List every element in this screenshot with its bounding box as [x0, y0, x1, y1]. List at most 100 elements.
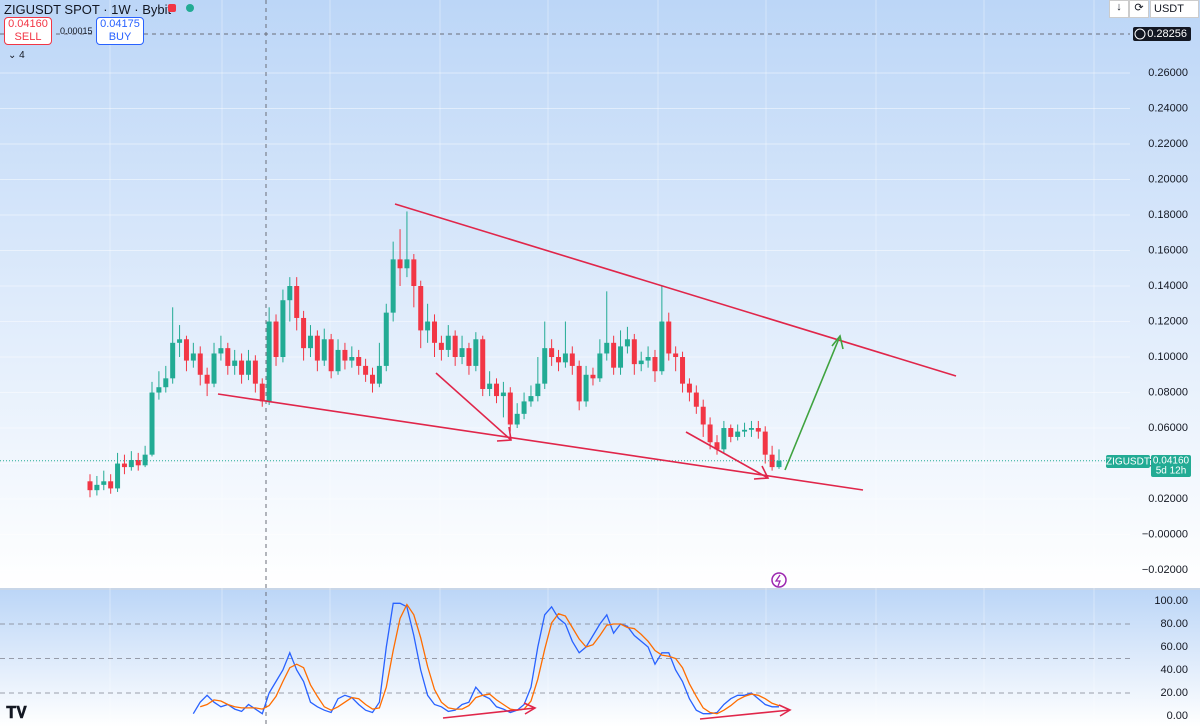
marks — [0, 211, 1130, 715]
y-tick-label: 0.22000 — [1148, 138, 1188, 150]
refresh-button[interactable]: ⟳ — [1129, 0, 1149, 18]
candle-body — [411, 259, 417, 287]
candle-body — [376, 365, 382, 384]
stoch-line — [192, 602, 779, 715]
countdown: 5d 12h — [1156, 466, 1187, 477]
candle-body — [748, 428, 754, 430]
crosshair-plus[interactable] — [1134, 28, 1146, 40]
status-flag — [168, 4, 176, 12]
candle-body — [301, 317, 307, 349]
y-tick-label: 0.14000 — [1148, 280, 1188, 292]
candle-body — [445, 335, 451, 350]
y-tick-label: 0.08000 — [1148, 386, 1188, 398]
candle-body — [425, 321, 431, 331]
candle-body — [680, 357, 686, 384]
y-tick-label: 0.16000 — [1148, 244, 1188, 256]
arrow-head — [523, 702, 537, 715]
y-tick-label: 80.00 — [1160, 618, 1188, 630]
last-price-tag — [1151, 455, 1191, 477]
candle-body — [480, 339, 486, 389]
status-dot — [186, 4, 194, 12]
candle-body — [273, 321, 279, 358]
candle-body — [652, 357, 658, 372]
candle-body — [438, 342, 444, 350]
symbol-tag-bg — [1106, 455, 1150, 468]
candle-body — [397, 259, 403, 269]
candle-body — [459, 348, 465, 358]
candle-body — [163, 378, 169, 388]
candle-body — [742, 429, 748, 432]
y-tick-label: 0.10000 — [1148, 351, 1188, 363]
y-tick-label: −0.02000 — [1142, 564, 1188, 576]
y-tick-label: 0.00 — [1167, 710, 1188, 722]
y-tick-label: −0.00000 — [1142, 528, 1188, 540]
candle-body — [266, 321, 272, 402]
candle-body — [735, 431, 741, 437]
symbol-tag: ZIGUSDT — [1106, 457, 1150, 468]
candle-body — [556, 357, 562, 363]
arrow — [784, 335, 841, 471]
buy-label: BUY — [108, 31, 132, 43]
candle-body — [535, 383, 541, 397]
annotations — [217, 203, 957, 720]
crosshair-price-tag — [1133, 27, 1191, 41]
candle-body — [259, 383, 265, 402]
candle-body — [569, 353, 575, 366]
currency-select[interactable]: USDT — [1150, 0, 1199, 18]
event-icon[interactable] — [771, 572, 787, 588]
candle-body — [762, 431, 768, 455]
candle-body — [514, 413, 520, 425]
y-tick-label: 40.00 — [1160, 664, 1188, 676]
candle-body — [624, 339, 630, 347]
candle-body — [494, 383, 500, 397]
candle-body — [149, 392, 155, 455]
y-tick-label: 0.18000 — [1148, 209, 1188, 221]
candle-body — [404, 259, 410, 269]
candle-body — [190, 353, 196, 361]
buy-button[interactable]: 0.04175 BUY — [96, 17, 144, 45]
sell-price: 0.04160 — [8, 18, 48, 30]
arrow — [435, 372, 512, 441]
y-tick-label: 20.00 — [1160, 687, 1188, 699]
candle-body — [356, 357, 362, 366]
lower-trendline — [217, 393, 864, 491]
candle-body — [342, 349, 348, 361]
candle-body — [521, 401, 527, 414]
arrow — [685, 431, 769, 479]
y-tick-label: 0.26000 — [1148, 67, 1188, 79]
candle-body — [618, 346, 624, 368]
title: ZIGUSDT SPOT · 1W · Bybit — [4, 2, 172, 17]
y-tick-label: 60.00 — [1160, 641, 1188, 653]
candle-body — [204, 374, 210, 384]
candle-body — [507, 392, 513, 425]
candle-body — [673, 353, 679, 358]
arrow-head — [496, 426, 512, 442]
sell-button[interactable]: 0.04160 SELL — [4, 17, 52, 45]
candle-body — [287, 286, 293, 301]
candle-body — [294, 286, 300, 318]
indicator-toggle[interactable]: ⌄ 4 — [8, 50, 25, 61]
candle-body — [542, 348, 548, 384]
arrow — [699, 709, 791, 720]
y-tick-label: 100.00 — [1154, 595, 1188, 607]
candle-body — [363, 365, 369, 375]
y-tick-label: 0.20000 — [1148, 173, 1188, 185]
candle-body — [686, 383, 692, 393]
candle-body — [349, 357, 355, 361]
candle-body — [452, 335, 458, 358]
candle-body — [225, 348, 231, 366]
candle-body — [611, 342, 617, 368]
y-tick-label: 0.06000 — [1148, 422, 1188, 434]
download-button[interactable]: ↓ — [1109, 0, 1129, 18]
candle-body — [321, 339, 327, 361]
candle-body — [142, 454, 148, 466]
candle-body — [280, 300, 286, 358]
candle-body — [487, 383, 493, 389]
last-price: 0.04160 — [1153, 456, 1190, 467]
spread: 0.00015 — [60, 26, 93, 36]
candle-body — [156, 387, 162, 393]
candle-body — [549, 348, 555, 358]
candle-body — [183, 339, 189, 361]
candle-body — [631, 339, 637, 365]
